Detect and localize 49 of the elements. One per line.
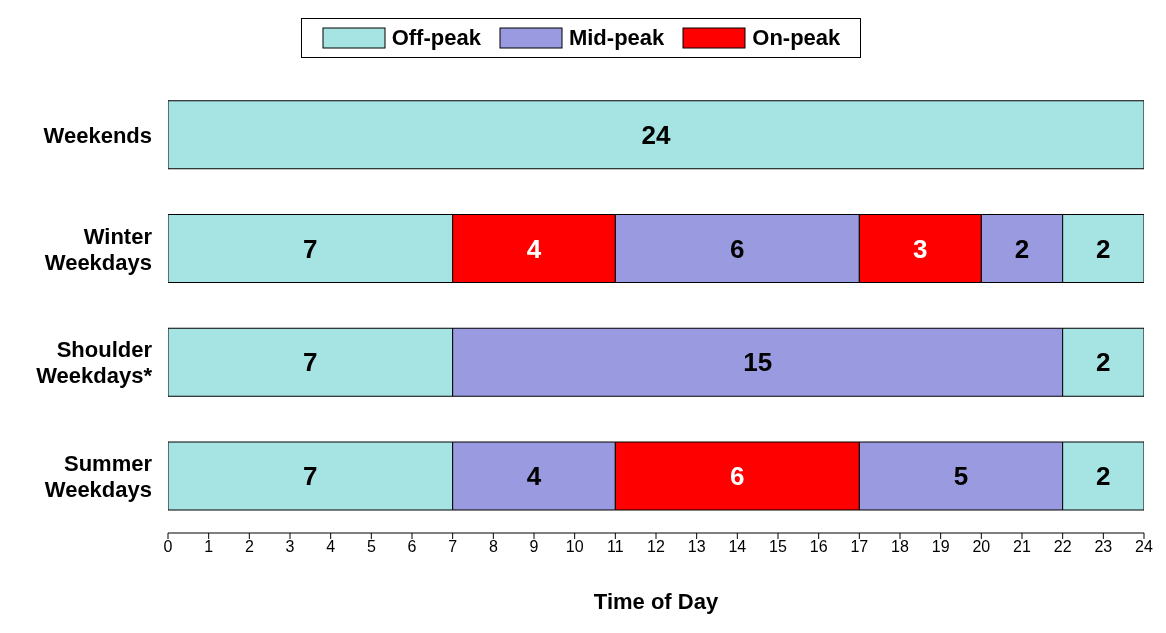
data-label: 7 xyxy=(303,347,318,378)
x-axis-title: Time of Day xyxy=(593,589,719,614)
x-tick-label: 2 xyxy=(244,538,254,556)
data-label: 2 xyxy=(1096,461,1111,492)
x-tick-label: 23 xyxy=(1094,538,1113,556)
data-label: 24 xyxy=(641,119,671,150)
legend-label: Mid-peak xyxy=(568,25,665,51)
x-tick-label: 18 xyxy=(891,538,909,556)
x-tick-label: 3 xyxy=(285,538,295,556)
x-tick-label: 8 xyxy=(488,538,498,556)
data-label: 4 xyxy=(526,461,542,492)
data-label: 2 xyxy=(1014,233,1030,264)
x-tick-label: 11 xyxy=(607,538,624,556)
x-tick-label: 4 xyxy=(326,538,336,556)
x-tick-label: 21 xyxy=(1013,538,1031,556)
x-tick-label: 9 xyxy=(529,538,539,556)
legend-label: On-peak xyxy=(752,25,841,51)
data-label: 5 xyxy=(953,461,969,492)
y-tick-label: Weekends xyxy=(43,122,152,148)
x-tick-label: 22 xyxy=(1053,538,1072,556)
data-label: 15 xyxy=(743,347,773,378)
data-label: 7 xyxy=(303,233,318,264)
x-tick-label: 14 xyxy=(728,538,747,556)
x-tick-label: 13 xyxy=(687,538,706,556)
x-tick-label: 16 xyxy=(809,538,828,556)
x-tick-label: 12 xyxy=(647,538,665,556)
data-label: 2 xyxy=(1096,347,1111,378)
x-tick-label: 17 xyxy=(850,538,869,556)
data-label: 3 xyxy=(913,233,928,264)
data-label: 6 xyxy=(730,461,745,492)
data-label: 7 xyxy=(303,461,318,492)
data-label: 4 xyxy=(526,233,542,264)
legend-label: Off-peak xyxy=(391,25,481,51)
x-tick-label: 6 xyxy=(407,538,417,556)
x-tick-label: 5 xyxy=(366,538,376,556)
x-tick-label: 1 xyxy=(204,538,214,556)
data-label: 2 xyxy=(1096,233,1111,264)
data-label: 6 xyxy=(730,233,745,264)
x-tick-label: 7 xyxy=(448,538,458,556)
x-tick-label: 10 xyxy=(565,538,584,556)
x-tick-label: 15 xyxy=(769,538,787,556)
y-tick-label: Winter Weekdays xyxy=(44,223,153,275)
bar xyxy=(168,100,1144,170)
y-tick-label: Summer Weekdays xyxy=(44,451,153,503)
x-tick-label: 0 xyxy=(163,538,173,556)
x-tick-label: 20 xyxy=(972,538,991,556)
x-tick-label: 19 xyxy=(931,538,950,556)
x-tick-label: 24 xyxy=(1135,538,1153,556)
y-tick-label: Shoulder Weekdays* xyxy=(36,337,153,389)
